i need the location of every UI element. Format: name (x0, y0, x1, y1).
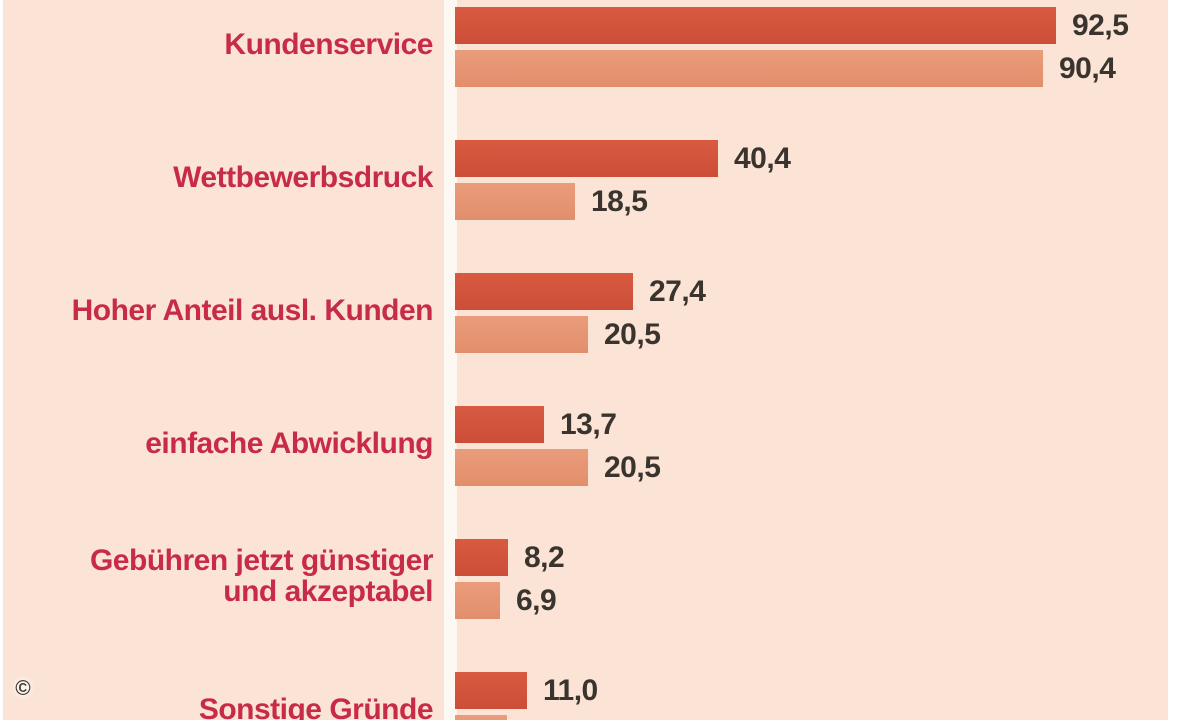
bar-row: 8,2 (455, 539, 565, 576)
light-bar (455, 449, 588, 486)
light-bar (455, 316, 588, 353)
bar-row: 18,5 (455, 183, 790, 220)
value-label: 40,4 (734, 141, 791, 175)
value-label: 27,4 (649, 274, 706, 308)
group-bars: 11,0 (455, 672, 598, 720)
category-label: Hoher Anteil ausl. Kunden (71, 293, 434, 327)
light-bar (455, 183, 575, 220)
bar-row: 92,5 (455, 7, 1129, 44)
chart-group: Sonstige Gründe 11,0 (0, 672, 1200, 720)
chart-group: Kundenservice 92,5 90,4 (0, 7, 1200, 87)
category-label: Gebühren jetzt günstiger und akzeptabel (89, 544, 434, 608)
value-label: 6,9 (516, 583, 557, 617)
bar-row: 20,5 (455, 316, 705, 353)
group-bars: 40,4 18,5 (455, 140, 791, 226)
bar-row (455, 715, 598, 720)
value-label: 92,5 (1072, 8, 1129, 42)
dark-bar (455, 273, 633, 310)
group-bars: 92,5 90,4 (455, 7, 1129, 93)
right-white-margin (1168, 0, 1200, 720)
value-label: 20,5 (604, 450, 661, 484)
axis-baseline (444, 0, 457, 720)
dark-bar (455, 406, 544, 443)
light-bar (455, 50, 1043, 87)
category-label: Kundenservice (224, 27, 433, 61)
bar-row: 40,4 (455, 140, 791, 177)
category-label: Sonstige Gründe (198, 692, 434, 720)
group-bars: 27,4 20,5 (455, 273, 706, 359)
category-label: Wettbewerbsdruck (173, 160, 433, 194)
dark-bar (455, 672, 527, 709)
dark-bar (455, 539, 508, 576)
light-bar (455, 582, 500, 619)
value-label: 11,0 (543, 673, 598, 707)
light-bar (455, 715, 507, 720)
dark-bar (455, 140, 718, 177)
value-label: 90,4 (1059, 51, 1116, 85)
chart-group: Wettbewerbsdruck 40,4 18,5 (0, 140, 1200, 220)
value-label: 18,5 (591, 184, 648, 218)
bar-row: 20,5 (455, 449, 661, 486)
group-bars: 8,2 6,9 (455, 539, 565, 625)
chart-group: einfache Abwicklung 13,7 20,5 (0, 406, 1200, 486)
left-white-margin (0, 0, 3, 720)
bar-row: 27,4 (455, 273, 706, 310)
value-label: 20,5 (604, 317, 661, 351)
bar-row: 6,9 (455, 582, 564, 619)
bar-row: 11,0 (455, 672, 598, 709)
copyright-icon: © (15, 677, 31, 700)
chart-group: Hoher Anteil ausl. Kunden 27,4 20,5 (0, 273, 1200, 353)
group-bars: 13,7 20,5 (455, 406, 661, 492)
chart-group: Gebühren jetzt günstiger und akzeptabel … (0, 539, 1200, 619)
dark-bar (455, 7, 1056, 44)
bar-row: 90,4 (455, 50, 1128, 87)
value-label: 8,2 (524, 540, 565, 574)
value-label: 13,7 (560, 407, 617, 441)
category-label: einfache Abwicklung (145, 426, 433, 460)
bar-row: 13,7 (455, 406, 660, 443)
